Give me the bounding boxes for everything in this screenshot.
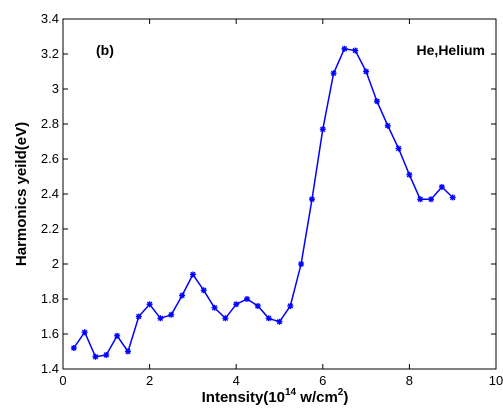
x-axis-label-unit-exponent: 2 [338, 387, 344, 398]
data-point [406, 171, 413, 178]
x-tick-label: 0 [59, 373, 66, 388]
series-line [73, 47, 454, 358]
data-point [114, 332, 121, 339]
series-layer [70, 45, 456, 360]
data-point [276, 318, 283, 325]
x-axis-label-unit: w/cm [296, 389, 338, 406]
data-point [168, 311, 175, 318]
data-point [92, 353, 99, 360]
y-tick-label: 3.4 [41, 11, 59, 26]
axis-ticks: 0 2 4 6 8 10 1.4 1.6 1.8 2 2.2 2.4 2.6 2.8 3 3.2 3.4 [41, 11, 503, 388]
data-point [363, 68, 370, 75]
data-point [157, 315, 164, 322]
data-point [254, 303, 261, 309]
data-point [308, 196, 315, 203]
y-axis-label: Harmonics yeild(eV) [13, 122, 30, 266]
data-point [265, 315, 272, 322]
data-point [341, 45, 348, 52]
y-tick-label: 2.6 [41, 151, 59, 166]
data-point [135, 313, 142, 320]
data-point [395, 145, 402, 152]
panel-label: (b) [96, 42, 114, 58]
data-point [438, 184, 445, 190]
x-axis-label-main: Intensity(10 [202, 389, 285, 406]
data-point [449, 194, 456, 201]
x-axis-label-exponent: 14 [285, 387, 297, 398]
data-point [179, 292, 186, 299]
data-point [146, 301, 153, 308]
data-point [211, 304, 218, 311]
data-point [319, 126, 326, 133]
y-tick-label: 2.8 [41, 116, 59, 131]
data-point [124, 348, 131, 355]
y-tick-label: 1.8 [41, 291, 59, 306]
data-point [200, 287, 207, 294]
x-tick-label: 10 [489, 373, 503, 388]
data-point [428, 196, 435, 203]
plot-area [62, 18, 497, 370]
data-point [233, 301, 240, 308]
data-point [352, 47, 359, 54]
y-tick-label: 3.2 [41, 46, 59, 61]
y-tick-label: 2.2 [41, 221, 59, 236]
data-point [189, 271, 196, 278]
x-axis-label: Intensity(1014 w/cm2) [202, 387, 349, 406]
y-tick-label: 1.6 [41, 326, 59, 341]
data-point [417, 196, 424, 203]
data-point [81, 329, 88, 336]
data-point [70, 345, 77, 351]
y-tick-label: 2.4 [41, 186, 59, 201]
data-point [287, 303, 294, 309]
y-tick-label: 3 [52, 81, 59, 96]
data-point [298, 261, 305, 267]
data-point [373, 98, 380, 105]
data-point [244, 296, 251, 302]
y-tick-label: 2 [52, 256, 59, 271]
x-axis-label-close: ) [343, 389, 348, 406]
legend-series-name: He,Helium [417, 42, 485, 58]
data-point [222, 315, 229, 322]
x-tick-label: 8 [406, 373, 413, 388]
x-tick-label: 6 [319, 373, 326, 388]
x-tick-label: 2 [146, 373, 153, 388]
data-point [330, 70, 337, 77]
x-tick-label: 4 [233, 373, 240, 388]
data-point [103, 352, 110, 358]
data-point [384, 122, 391, 129]
y-tick-label: 1.4 [41, 361, 59, 376]
